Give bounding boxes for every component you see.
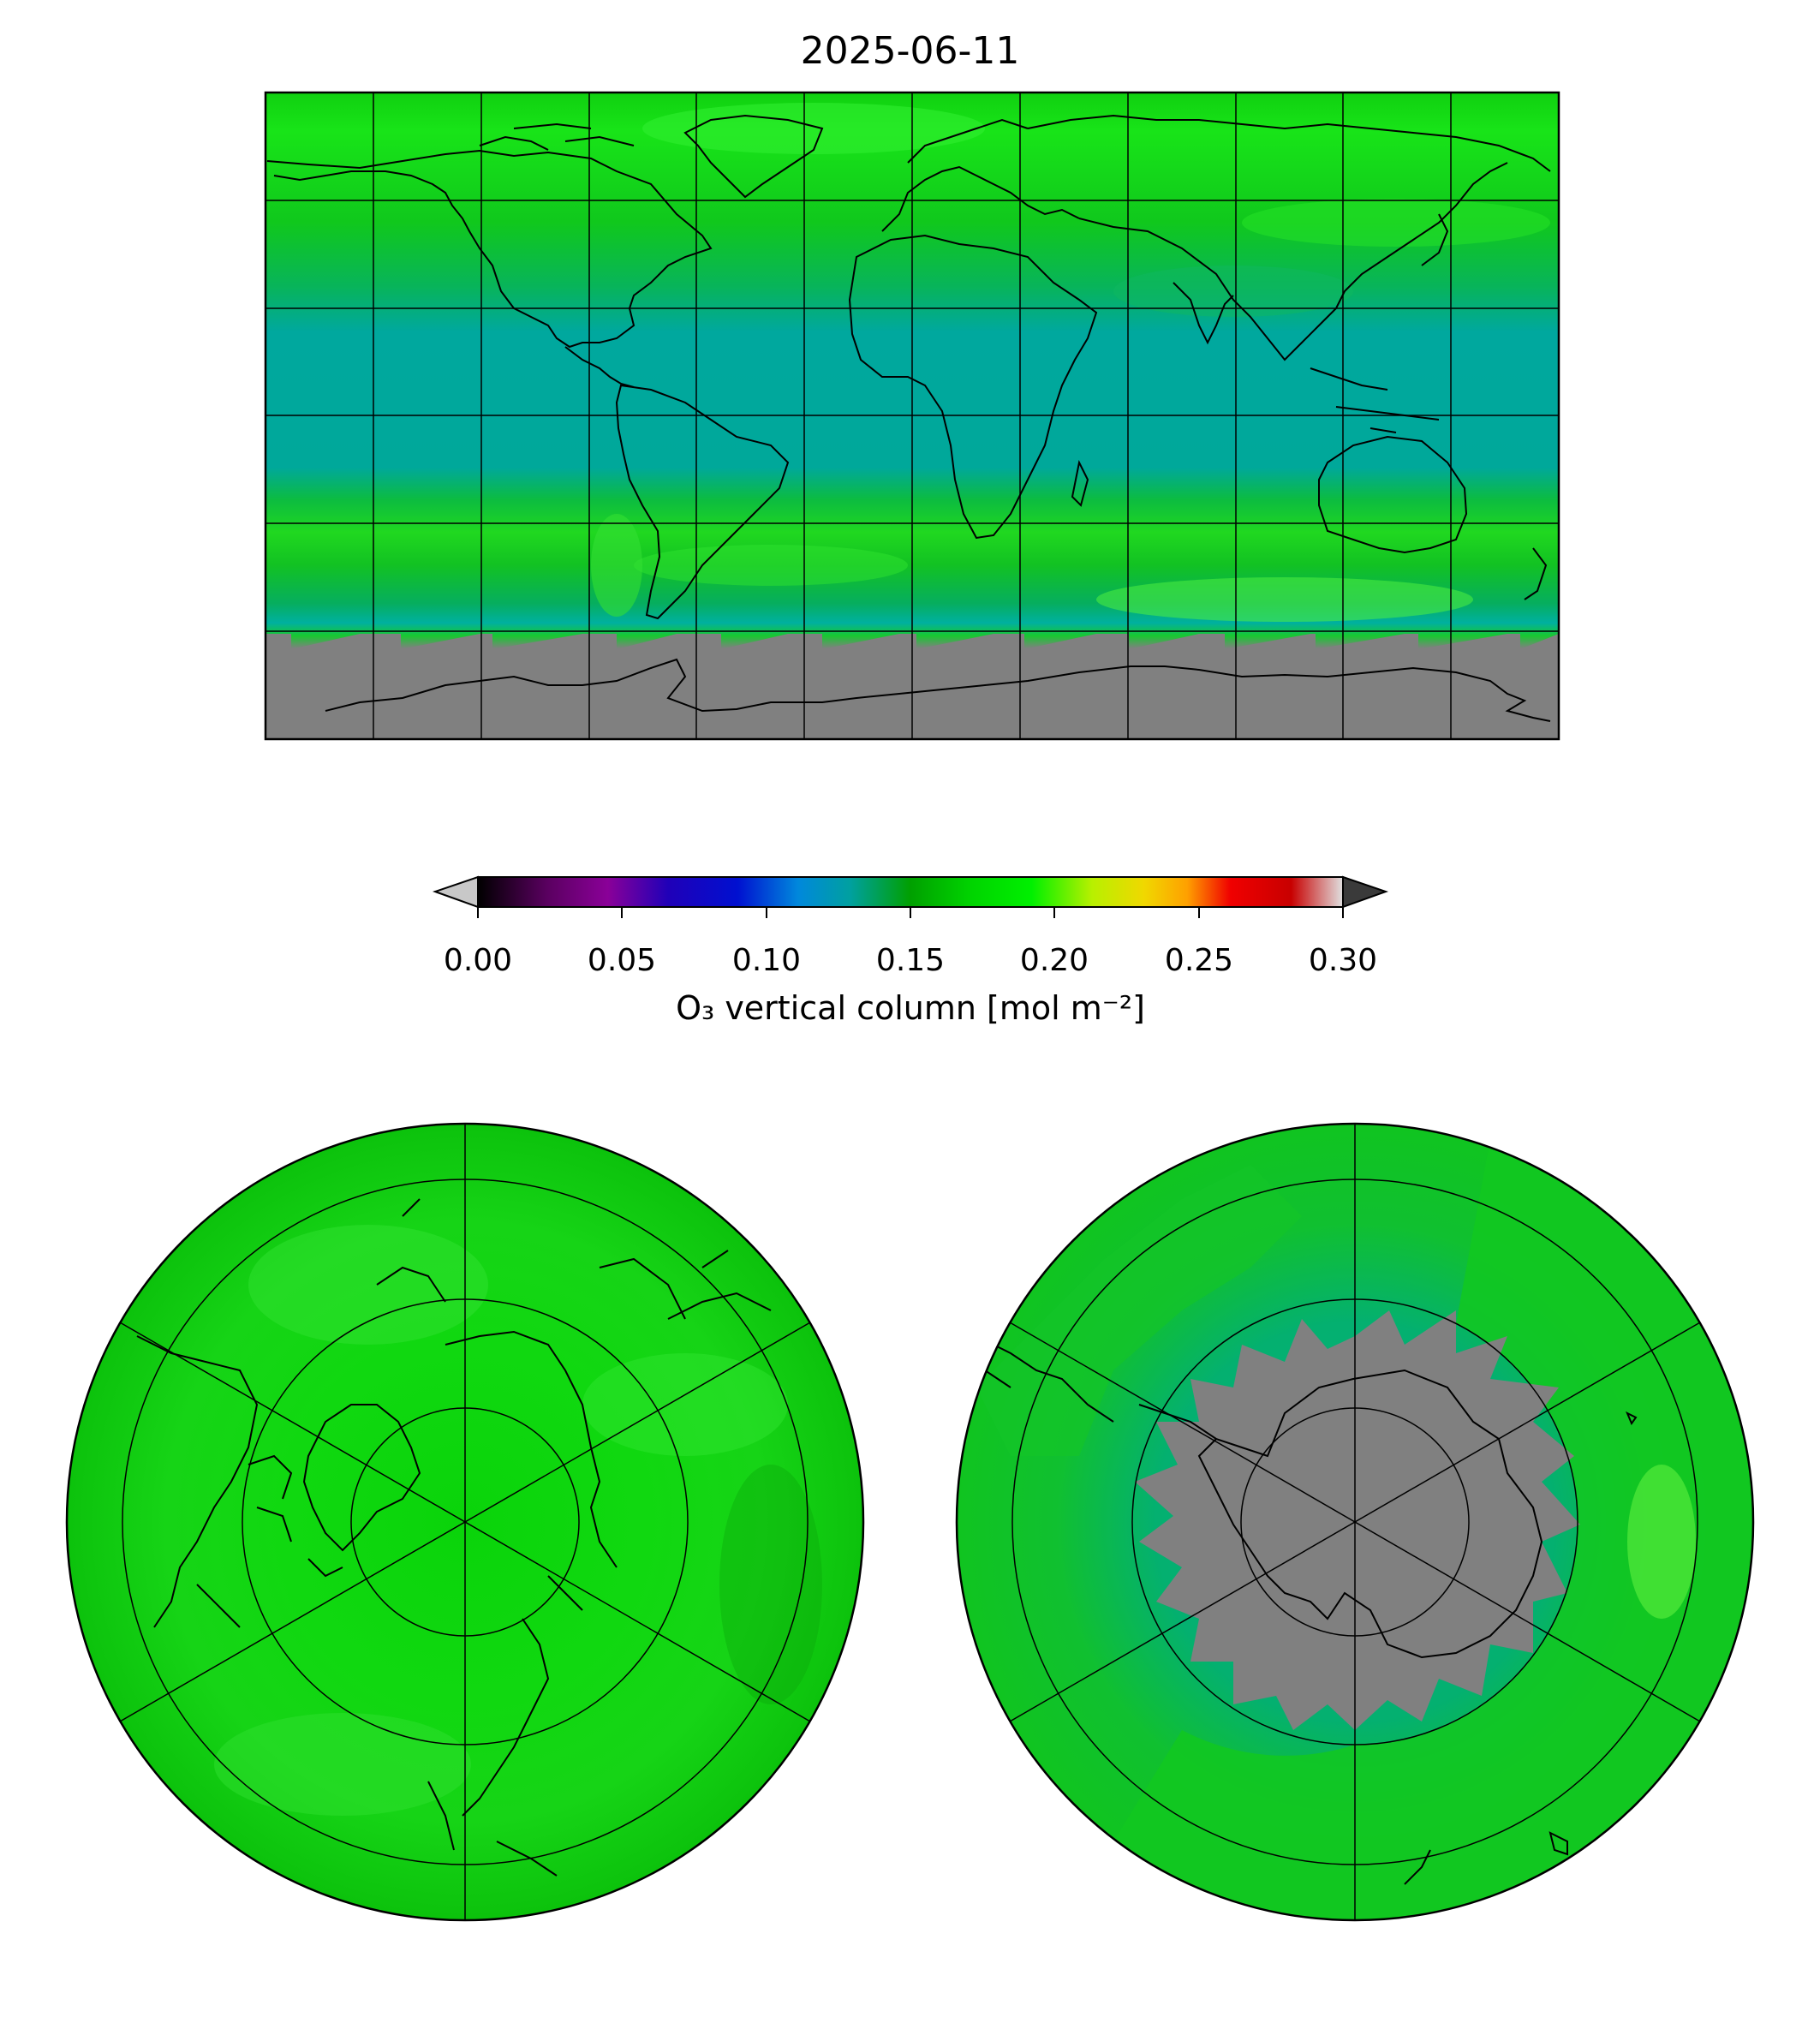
colorbar-over-extension [1342, 875, 1389, 909]
north-polar-gridlines [119, 1124, 811, 1920]
colorbar-label: O₃ vertical column [mol m⁻²] [676, 989, 1145, 1027]
colorbar-ticks [477, 907, 1344, 918]
colorbar-under-extension [432, 875, 479, 909]
north-polar-frame [65, 1122, 865, 1922]
colorbar-gradient [478, 877, 1343, 907]
south-polar-frame [955, 1122, 1755, 1922]
colorbar-tick-label: 0.25 [1165, 943, 1233, 978]
colorbar-tick-label: 0.15 [876, 943, 945, 978]
global-map-frame [264, 91, 1560, 741]
global-gridlines [266, 92, 1559, 739]
global-coastlines [266, 114, 1551, 722]
south-polar-map [955, 1122, 1755, 1922]
south-polar-gridlines [1009, 1124, 1701, 1920]
south-polar-coastlines [976, 1335, 1638, 1885]
figure-title: 2025-06-11 [800, 29, 1020, 73]
colorbar-tick-label: 0.05 [588, 943, 656, 978]
colorbar: 0.00 0.05 0.10 0.15 0.20 0.25 0.30 O₃ ve… [432, 875, 1389, 1027]
north-polar-coastlines [136, 1198, 772, 1877]
colorbar-tick-label: 0.10 [732, 943, 801, 978]
colorbar-tick-label: 0.00 [444, 943, 512, 978]
colorbar-tick-label: 0.30 [1309, 943, 1377, 978]
north-polar-map [65, 1122, 865, 1922]
colorbar-tick-label: 0.20 [1020, 943, 1089, 978]
global-map [264, 91, 1560, 741]
